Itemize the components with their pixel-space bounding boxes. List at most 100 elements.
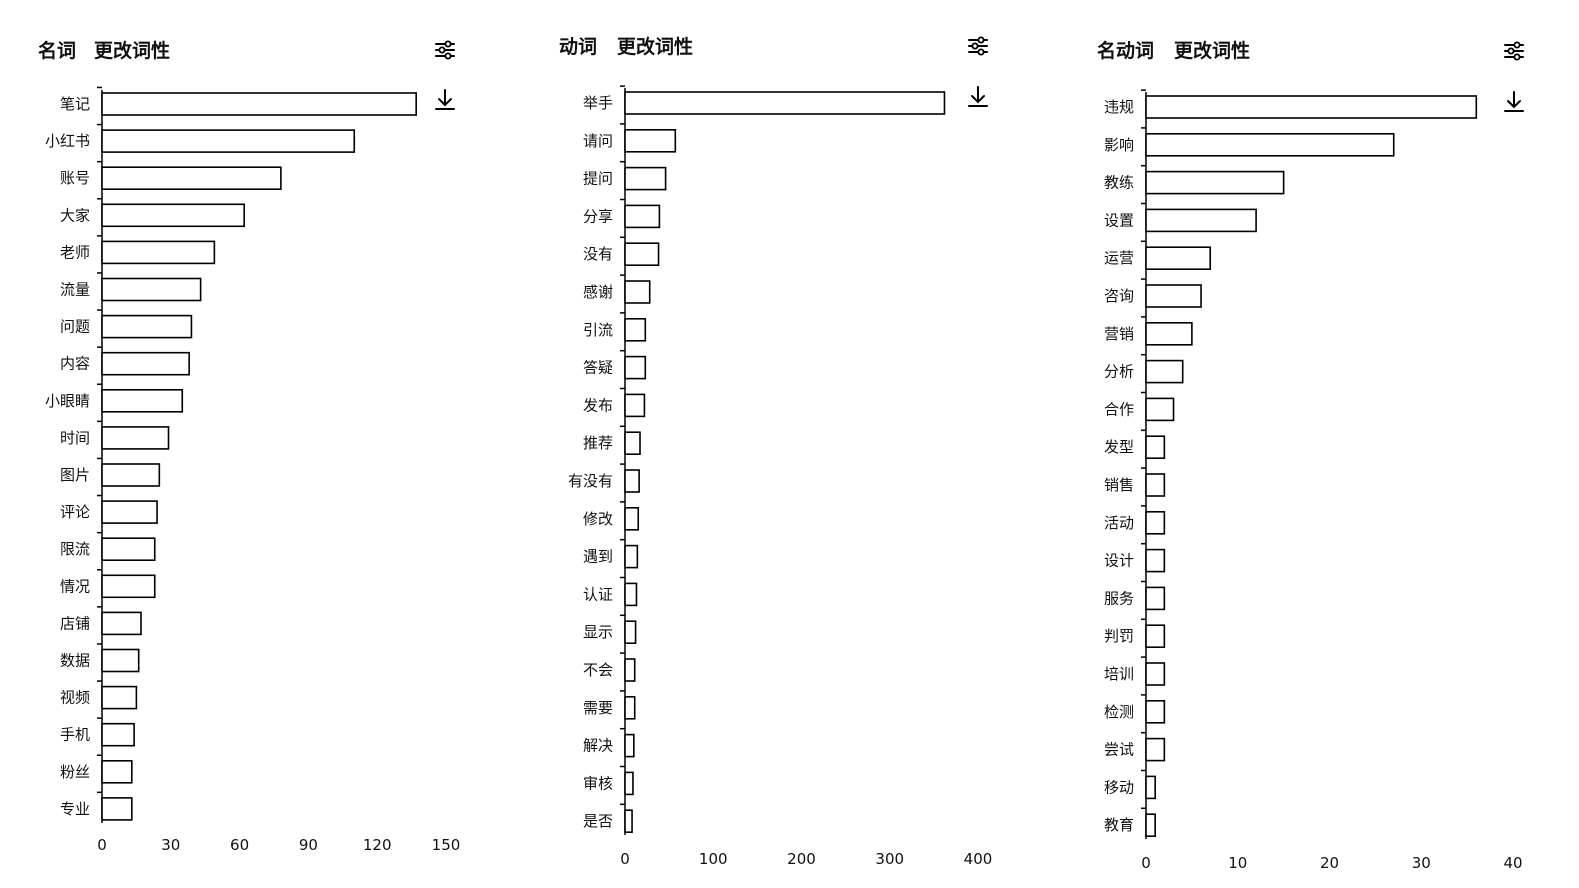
category-label: 大家: [60, 206, 90, 224]
category-label: 违规: [1104, 98, 1134, 116]
x-tick-label: 90: [299, 836, 318, 854]
bar[interactable]: [101, 92, 417, 116]
category-label: 图片: [60, 466, 90, 484]
download-icon[interactable]: [966, 85, 990, 109]
change-pos-button[interactable]: 更改词性: [94, 39, 170, 62]
category-label: 影响: [1104, 136, 1134, 154]
x-tick-label: 0: [97, 836, 107, 854]
bar[interactable]: [624, 469, 640, 493]
bar[interactable]: [101, 388, 184, 413]
bar[interactable]: [1145, 699, 1166, 724]
sliders-icon[interactable]: [1502, 40, 1526, 62]
bar[interactable]: [1145, 246, 1212, 270]
bar[interactable]: [1145, 208, 1257, 233]
bar[interactable]: [1145, 624, 1166, 649]
bar[interactable]: [101, 129, 356, 153]
bar[interactable]: [624, 809, 633, 834]
bar[interactable]: [624, 771, 634, 796]
bar[interactable]: [101, 426, 170, 450]
bar[interactable]: [624, 280, 651, 304]
bar[interactable]: [1145, 473, 1166, 497]
bar[interactable]: [1145, 813, 1156, 838]
x-tick-label: 120: [363, 836, 392, 854]
category-label: 咨询: [1104, 287, 1134, 305]
category-label: 老师: [60, 243, 90, 261]
bar[interactable]: [1145, 321, 1193, 346]
bar[interactable]: [101, 537, 156, 562]
bar[interactable]: [101, 797, 133, 821]
change-pos-button[interactable]: 更改词性: [617, 35, 693, 58]
bar[interactable]: [1145, 284, 1202, 308]
bar[interactable]: [101, 166, 282, 190]
category-label: 问题: [60, 318, 90, 336]
category-label: 修改: [583, 510, 613, 528]
bar[interactable]: [101, 722, 135, 747]
x-tick-label: 0: [620, 850, 630, 868]
sliders-icon[interactable]: [966, 35, 990, 57]
bar[interactable]: [1145, 775, 1156, 800]
bar[interactable]: [624, 695, 636, 720]
bar[interactable]: [101, 500, 158, 524]
bar[interactable]: [624, 733, 635, 758]
download-icon[interactable]: [1502, 90, 1526, 114]
bar[interactable]: [624, 166, 667, 191]
bar[interactable]: [1145, 435, 1166, 460]
bar[interactable]: [101, 277, 202, 302]
x-tick-label: 400: [964, 850, 993, 868]
bar[interactable]: [624, 506, 640, 531]
category-label: 答疑: [583, 359, 613, 377]
bar[interactable]: [101, 314, 193, 339]
category-label: 评论: [60, 503, 90, 521]
bar[interactable]: [624, 393, 646, 418]
bar[interactable]: [1145, 737, 1166, 762]
bar[interactable]: [1145, 397, 1175, 422]
bar[interactable]: [624, 317, 647, 342]
bar[interactable]: [1145, 133, 1395, 157]
bar[interactable]: [1145, 95, 1478, 119]
bar[interactable]: [101, 648, 140, 673]
category-label: 提问: [583, 170, 613, 188]
bar[interactable]: [101, 611, 142, 636]
bar[interactable]: [1145, 586, 1166, 611]
bar[interactable]: [624, 431, 641, 456]
bar[interactable]: [101, 759, 133, 784]
bar[interactable]: [624, 582, 638, 607]
bar[interactable]: [624, 129, 677, 153]
category-label: 审核: [583, 774, 613, 792]
bar[interactable]: [624, 620, 637, 645]
bar[interactable]: [1145, 359, 1184, 384]
category-label: 合作: [1104, 400, 1134, 418]
bar[interactable]: [624, 355, 647, 380]
chart-title: 名词: [38, 39, 76, 62]
bar[interactable]: [1145, 548, 1166, 573]
bar[interactable]: [624, 242, 660, 266]
change-pos-button[interactable]: 更改词性: [1174, 39, 1250, 62]
category-label: 粉丝: [60, 763, 90, 781]
category-label: 数据: [60, 652, 90, 670]
download-icon[interactable]: [433, 88, 457, 112]
category-label: 显示: [583, 623, 613, 641]
bar[interactable]: [624, 658, 636, 682]
bar[interactable]: [101, 351, 190, 376]
bar[interactable]: [101, 574, 156, 599]
noun-verb-chart: 名动词 更改词性违规影响教练设置运营咨询营销分析合作发型销售活动设计服务判罚培训检…: [1097, 39, 1526, 872]
bar[interactable]: [624, 91, 946, 115]
bar[interactable]: [101, 203, 245, 228]
bar[interactable]: [101, 240, 216, 265]
bar[interactable]: [1145, 170, 1285, 195]
bar[interactable]: [101, 463, 161, 487]
category-label: 手机: [60, 726, 90, 744]
category-label: 情况: [60, 577, 90, 595]
bar[interactable]: [624, 544, 639, 569]
bar[interactable]: [1145, 662, 1166, 686]
bar[interactable]: [624, 204, 661, 229]
category-label: 服务: [1104, 589, 1134, 607]
bar[interactable]: [101, 685, 138, 710]
sliders-icon[interactable]: [433, 39, 457, 61]
x-tick-label: 10: [1228, 854, 1247, 872]
x-tick-label: 150: [432, 836, 461, 854]
category-label: 设计: [1104, 552, 1134, 570]
category-label: 销售: [1104, 476, 1134, 494]
bar[interactable]: [1145, 510, 1166, 535]
category-label: 限流: [60, 540, 90, 558]
